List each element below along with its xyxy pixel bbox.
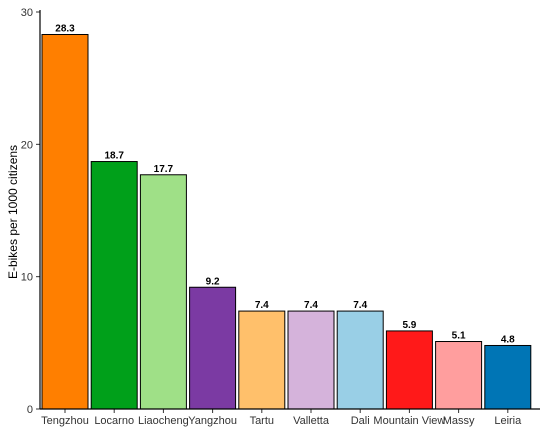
y-tick-label: 0 — [27, 404, 33, 416]
x-tick-label: Massy — [443, 415, 475, 427]
x-tick-label: Yangzhou — [188, 415, 237, 427]
data-label: 9.2 — [206, 276, 220, 287]
data-label: 7.4 — [304, 300, 318, 311]
bar-dali — [336, 310, 384, 410]
data-label: 17.7 — [154, 164, 174, 175]
y-tick-label: 10 — [21, 272, 33, 284]
bar-locarno — [90, 161, 138, 410]
x-tick-label: Leiria — [494, 415, 522, 427]
data-labels: 28.3 18.7 17.7 9.2 7.4 7.4 7.4 5.9 5.1 4.8 — [55, 23, 515, 345]
x-tick-label: Locarno — [94, 415, 134, 427]
data-label: 4.8 — [501, 334, 515, 345]
x-axis-ticks: Tengzhou Locarno Liaocheng Yangzhou Tartu Val… — [41, 409, 522, 427]
bars — [41, 33, 532, 410]
bar-mountain-view — [385, 330, 433, 410]
bar-yangzhou — [189, 286, 237, 410]
bar-tartu — [238, 310, 286, 410]
data-label: 7.4 — [353, 300, 367, 311]
data-label: 5.9 — [402, 320, 416, 331]
bar-tengzhou — [41, 33, 89, 410]
x-tick-label: Valletta — [293, 415, 330, 427]
bar-valletta — [287, 310, 335, 410]
y-axis-title: E-bikes per 1000 citizens — [6, 145, 20, 279]
y-tick-label: 30 — [21, 7, 33, 19]
y-axis-ticks: 0 10 20 30 — [21, 7, 40, 416]
bar-leiria — [484, 344, 532, 410]
x-tick-label: Tengzhou — [41, 415, 89, 427]
bar-massy — [435, 341, 483, 410]
bar-liaocheng — [139, 174, 187, 410]
x-tick-label: Mountain View — [373, 415, 445, 427]
x-tick-label: Tartu — [250, 415, 274, 427]
y-tick-label: 20 — [21, 139, 33, 151]
data-label: 28.3 — [55, 23, 75, 34]
data-label: 7.4 — [255, 300, 269, 311]
x-tick-label: Liaocheng — [138, 415, 189, 427]
x-tick-label: Dali — [351, 415, 370, 427]
data-label: 18.7 — [104, 151, 124, 162]
data-label: 5.1 — [452, 331, 466, 342]
